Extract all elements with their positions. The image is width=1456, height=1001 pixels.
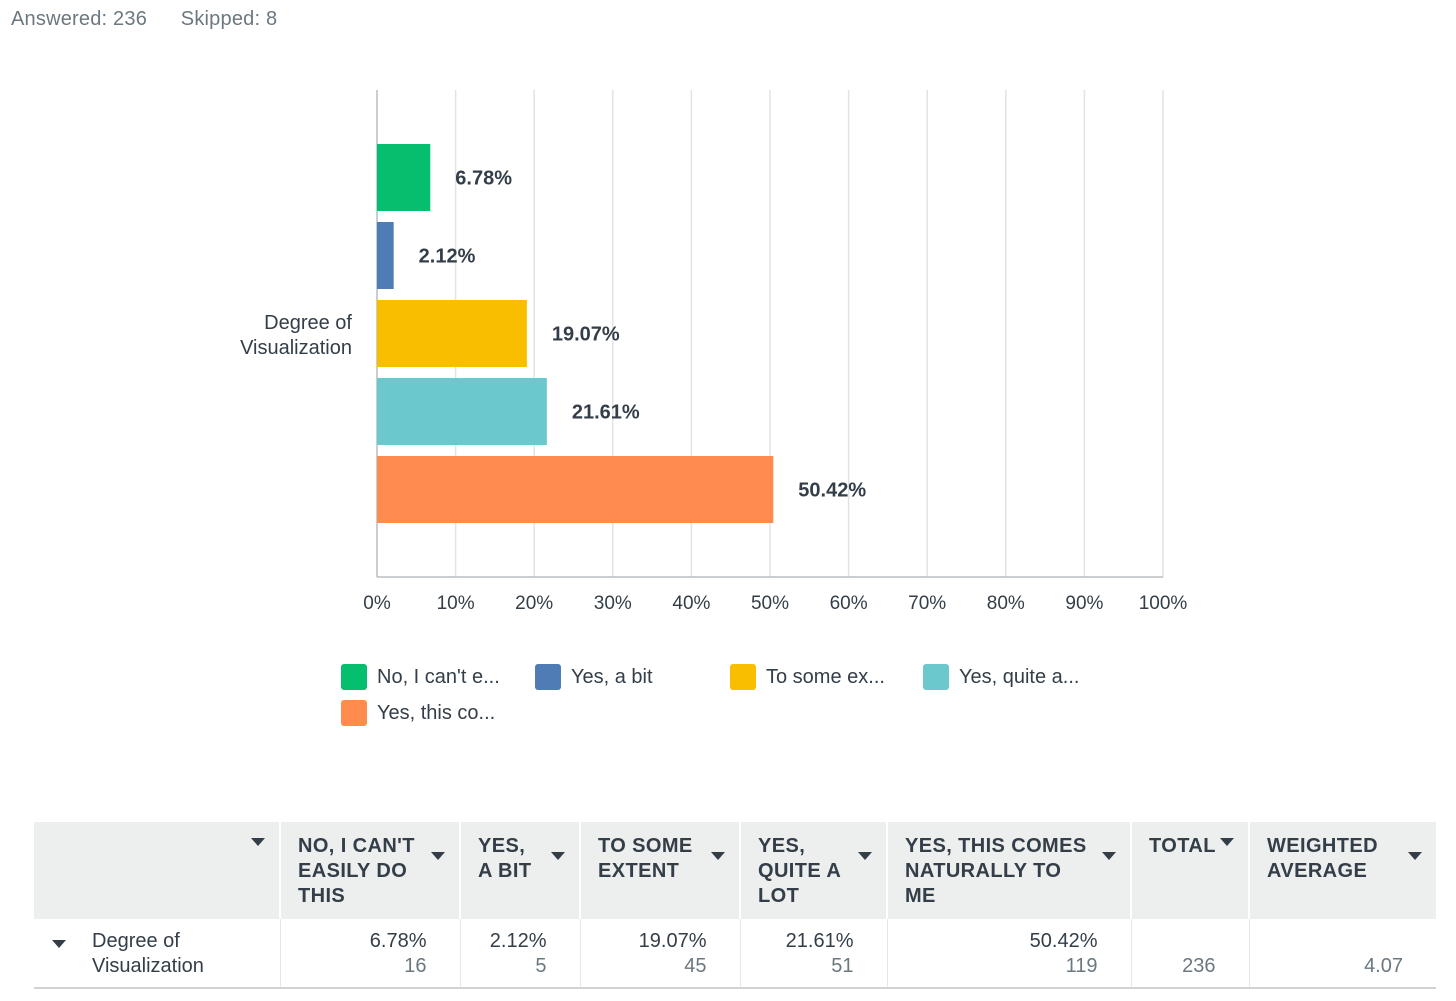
sort-caret-icon[interactable] [858,852,872,860]
cell-percent: 19.07% [638,930,707,952]
response-stats: Answered: 236 Skipped: 8 [11,8,305,31]
x-tick-label: 90% [1065,593,1103,614]
legend-item-yes-bit[interactable]: Yes, a bit [535,664,653,690]
legend-swatch [341,664,367,690]
bar[interactable] [377,222,394,289]
legend-item-quite-lot[interactable]: Yes, quite a... [923,664,1079,690]
sort-caret-icon[interactable] [711,852,725,860]
header-quite-lot[interactable]: YES, QUITE A LOT [740,822,888,919]
bar-value-label: 6.78% [455,168,512,190]
cell-percent: 2.12% [489,930,547,952]
x-tick-label: 100% [1139,593,1188,614]
x-tick-label: 10% [437,593,475,614]
cell-no-cant: 6.78% 16 [280,919,461,989]
legend-label: Yes, a bit [571,665,653,688]
header-row-label [34,822,281,919]
sort-caret-icon[interactable] [431,852,445,860]
cell-percent: 6.78% [369,930,427,952]
cell-count: 16 [404,955,427,977]
x-tick-label: 50% [751,593,789,614]
legend-item-naturally[interactable]: Yes, this co... [341,700,495,726]
total-count: 236 [1182,955,1216,977]
bar[interactable] [377,378,547,445]
row-label: Degree of Visualization [92,930,204,977]
bar-value-label: 50.42% [798,480,866,502]
sort-caret-icon[interactable] [1220,838,1234,846]
legend-swatch [923,664,949,690]
cell-naturally: 50.42% 119 [887,919,1132,989]
bar-value-label: 21.61% [572,402,640,424]
legend-swatch [730,664,756,690]
bar[interactable] [377,456,774,523]
header-naturally[interactable]: YES, THIS COMES NATURALLY TO ME [887,822,1132,919]
legend-item-some-extent[interactable]: To some ex... [730,664,885,690]
header-total[interactable]: TOTAL [1131,822,1250,919]
x-tick-label: 30% [594,593,632,614]
x-tick-label: 60% [830,593,868,614]
header-no-cant[interactable]: NO, I CAN'T EASILY DO THIS [280,822,461,919]
cell-weighted-average: 4.07 [1249,919,1436,989]
legend-swatch [341,700,367,726]
row-label-cell: Degree of Visualization [34,919,281,989]
cell-total: 236 [1131,919,1250,989]
cell-count: 5 [535,955,547,977]
legend-label: Yes, quite a... [959,665,1080,688]
bar-value-label: 19.07% [552,324,620,346]
legend-label: To some ex... [766,665,885,688]
category-label: Degree of Visualization [240,312,352,359]
expand-caret-icon[interactable] [52,940,66,948]
header-some-extent[interactable]: TO SOME EXTENT [580,822,741,919]
x-tick-label: 20% [515,593,553,614]
legend-swatch [535,664,561,690]
legend-label: Yes, this co... [377,701,496,724]
weighted-average-value: 4.07 [1364,955,1403,977]
x-tick-label: 0% [363,593,391,614]
cell-quite-lot: 21.61% 51 [740,919,888,989]
cell-percent: 21.61% [785,930,854,952]
cell-count: 51 [831,955,854,977]
skipped-count: Skipped: 8 [180,8,278,30]
cell-count: 45 [684,955,707,977]
header-weighted-average[interactable]: WEIGHTED AVERAGE [1249,822,1436,919]
legend-item-no-cant[interactable]: No, I can't e... [341,664,500,690]
table-row: Degree of Visualization 6.78% 16 2.12% 5… [34,919,1436,989]
bar-value-label: 2.12% [419,246,476,268]
sort-caret-icon[interactable] [1408,852,1422,860]
cell-yes-bit: 2.12% 5 [460,919,581,989]
cell-count: 119 [1065,955,1098,977]
table-header-row: NO, I CAN'T EASILY DO THIS YES, A BIT TO… [34,822,1436,919]
x-tick-label: 80% [987,593,1025,614]
cell-percent: 50.42% [1029,930,1098,952]
bar[interactable] [377,300,527,367]
answered-count: Answered: 236 [11,8,148,30]
sort-caret-icon[interactable] [1102,852,1116,860]
bar[interactable] [377,144,431,211]
x-tick-label: 70% [908,593,946,614]
sort-caret-icon[interactable] [251,838,265,846]
results-table: NO, I CAN'T EASILY DO THIS YES, A BIT TO… [34,822,1436,989]
sort-caret-icon[interactable] [551,852,565,860]
x-tick-label: 40% [672,593,710,614]
legend-label: No, I can't e... [377,665,500,688]
bar-chart: 0% 10% 20% 30% 40% 50% 60% 70% 80% 90% 100% Degree … [240,90,1188,614]
header-yes-bit[interactable]: YES, A BIT [460,822,581,919]
cell-some-extent: 19.07% 45 [580,919,741,989]
